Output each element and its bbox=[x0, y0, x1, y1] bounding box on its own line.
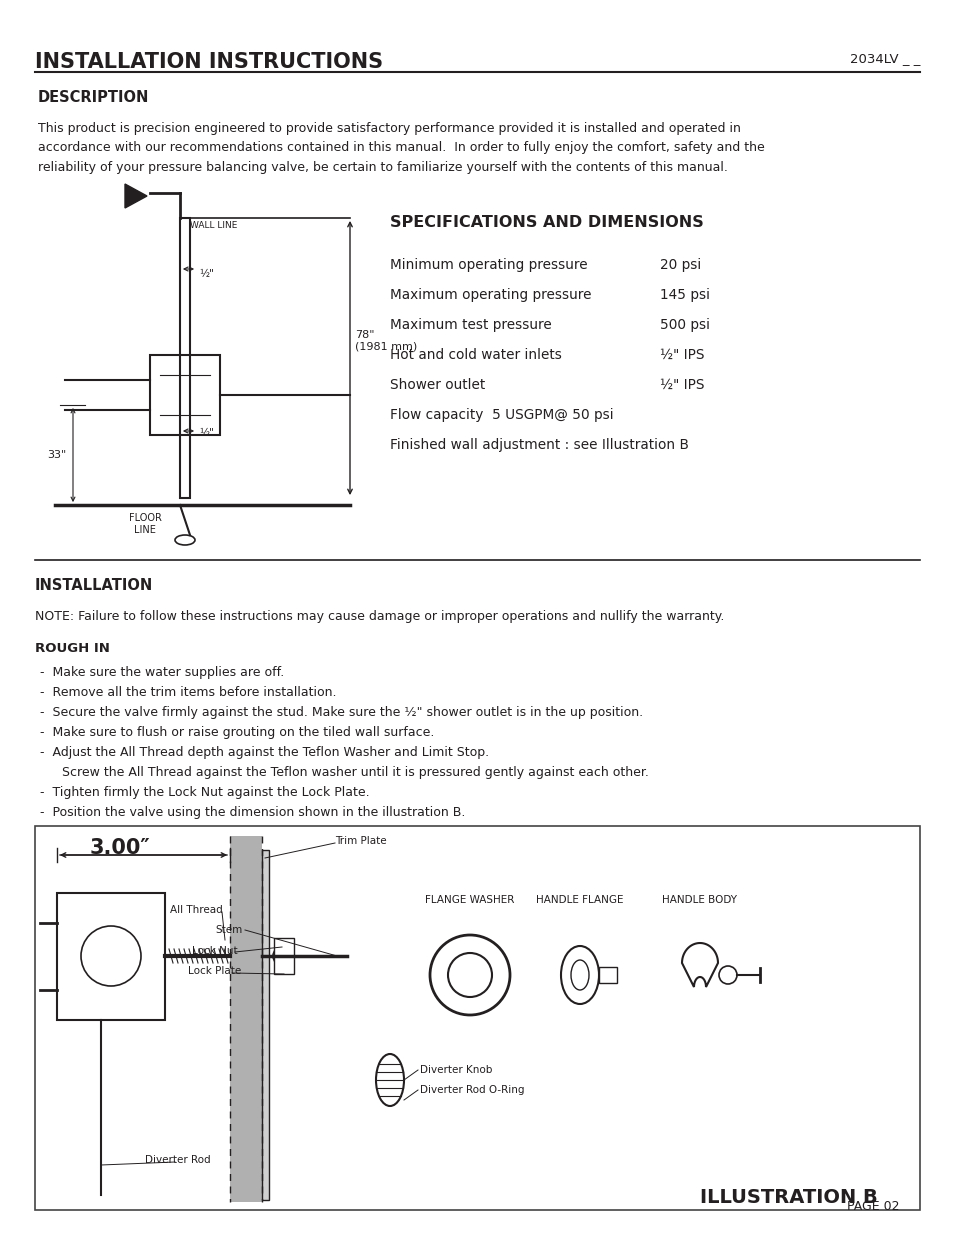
Circle shape bbox=[719, 966, 737, 984]
Text: 145 psi: 145 psi bbox=[659, 288, 709, 303]
Bar bbox=[598, 967, 617, 983]
Text: -  Make sure to flush or raise grouting on the tiled wall surface.: - Make sure to flush or raise grouting o… bbox=[40, 726, 434, 739]
Text: Stem: Stem bbox=[214, 925, 242, 935]
Text: Hot and cold water inlets: Hot and cold water inlets bbox=[390, 348, 561, 362]
Text: Lock Plate: Lock Plate bbox=[188, 966, 241, 976]
Text: -  Make sure the water supplies are off.: - Make sure the water supplies are off. bbox=[40, 666, 284, 679]
Bar bbox=[262, 850, 269, 1200]
Text: HANDLE FLANGE: HANDLE FLANGE bbox=[536, 895, 623, 905]
Circle shape bbox=[81, 926, 141, 986]
Text: ½": ½" bbox=[199, 429, 213, 438]
Text: Maximum operating pressure: Maximum operating pressure bbox=[390, 288, 591, 303]
Ellipse shape bbox=[375, 1053, 403, 1107]
Text: PAGE 02: PAGE 02 bbox=[846, 1200, 899, 1213]
Bar bbox=[57, 893, 165, 1020]
Text: 3.00″: 3.00″ bbox=[90, 839, 151, 858]
Text: FLOOR
LINE: FLOOR LINE bbox=[129, 513, 161, 535]
Text: 2034LV _ _: 2034LV _ _ bbox=[849, 52, 919, 65]
Bar bbox=[35, 826, 919, 1210]
Text: ½" IPS: ½" IPS bbox=[659, 378, 703, 391]
Circle shape bbox=[448, 953, 492, 997]
Text: Diverter Rod O-Ring: Diverter Rod O-Ring bbox=[419, 1086, 524, 1095]
Text: INSTALLATION: INSTALLATION bbox=[35, 578, 153, 593]
Polygon shape bbox=[681, 944, 718, 987]
Text: DESCRIPTION: DESCRIPTION bbox=[38, 90, 150, 105]
Bar bbox=[150, 354, 220, 435]
Text: Flow capacity  5 USGPM@ 50 psi: Flow capacity 5 USGPM@ 50 psi bbox=[390, 408, 613, 422]
Text: ILLUSTRATION B: ILLUSTRATION B bbox=[700, 1188, 877, 1207]
Text: ½": ½" bbox=[199, 269, 213, 279]
Circle shape bbox=[430, 935, 510, 1015]
Text: All Thread: All Thread bbox=[170, 905, 222, 915]
Ellipse shape bbox=[560, 946, 598, 1004]
Ellipse shape bbox=[571, 960, 588, 990]
Text: INSTALLATION INSTRUCTIONS: INSTALLATION INSTRUCTIONS bbox=[35, 52, 383, 72]
Text: Diverter Rod: Diverter Rod bbox=[145, 1155, 211, 1165]
Text: -  Tighten firmly the Lock Nut against the Lock Plate.: - Tighten firmly the Lock Nut against th… bbox=[40, 785, 369, 799]
Text: This product is precision engineered to provide satisfactory performance provide: This product is precision engineered to … bbox=[38, 122, 764, 174]
Text: Minimum operating pressure: Minimum operating pressure bbox=[390, 258, 587, 272]
Text: HANDLE BODY: HANDLE BODY bbox=[661, 895, 737, 905]
Text: 33": 33" bbox=[47, 450, 66, 459]
Text: 78"
(1981 mm): 78" (1981 mm) bbox=[355, 330, 416, 352]
Text: Screw the All Thread against the Teflon washer until it is pressured gently agai: Screw the All Thread against the Teflon … bbox=[50, 766, 648, 779]
Text: -  Secure the valve firmly against the stud. Make sure the ½" shower outlet is i: - Secure the valve firmly against the st… bbox=[40, 706, 642, 719]
Circle shape bbox=[273, 947, 291, 965]
Text: -  Adjust the All Thread depth against the Teflon Washer and Limit Stop.: - Adjust the All Thread depth against th… bbox=[40, 746, 489, 760]
Text: Trim Plate: Trim Plate bbox=[335, 836, 386, 846]
Text: 500 psi: 500 psi bbox=[659, 317, 709, 332]
Text: WALL LINE: WALL LINE bbox=[190, 221, 237, 230]
Text: Maximum test pressure: Maximum test pressure bbox=[390, 317, 551, 332]
Text: ROUGH IN: ROUGH IN bbox=[35, 642, 110, 655]
Text: FLANGE WASHER: FLANGE WASHER bbox=[425, 895, 515, 905]
Bar bbox=[274, 939, 294, 974]
Bar bbox=[180, 219, 190, 498]
Text: NOTE: Failure to follow these instructions may cause damage or improper operatio: NOTE: Failure to follow these instructio… bbox=[35, 610, 723, 622]
Text: 20 psi: 20 psi bbox=[659, 258, 700, 272]
Text: -  Position the valve using the dimension shown in the illustration B.: - Position the valve using the dimension… bbox=[40, 806, 465, 819]
Text: Diverter Knob: Diverter Knob bbox=[419, 1065, 492, 1074]
Polygon shape bbox=[125, 184, 147, 207]
Text: Finished wall adjustment : see Illustration B: Finished wall adjustment : see Illustrat… bbox=[390, 438, 688, 452]
Text: Lock Nut: Lock Nut bbox=[192, 946, 237, 956]
Text: -  Remove all the trim items before installation.: - Remove all the trim items before insta… bbox=[40, 685, 336, 699]
Text: SPECIFICATIONS AND DIMENSIONS: SPECIFICATIONS AND DIMENSIONS bbox=[390, 215, 703, 230]
Bar bbox=[230, 836, 262, 1202]
Text: ½" IPS: ½" IPS bbox=[659, 348, 703, 362]
Text: Shower outlet: Shower outlet bbox=[390, 378, 485, 391]
